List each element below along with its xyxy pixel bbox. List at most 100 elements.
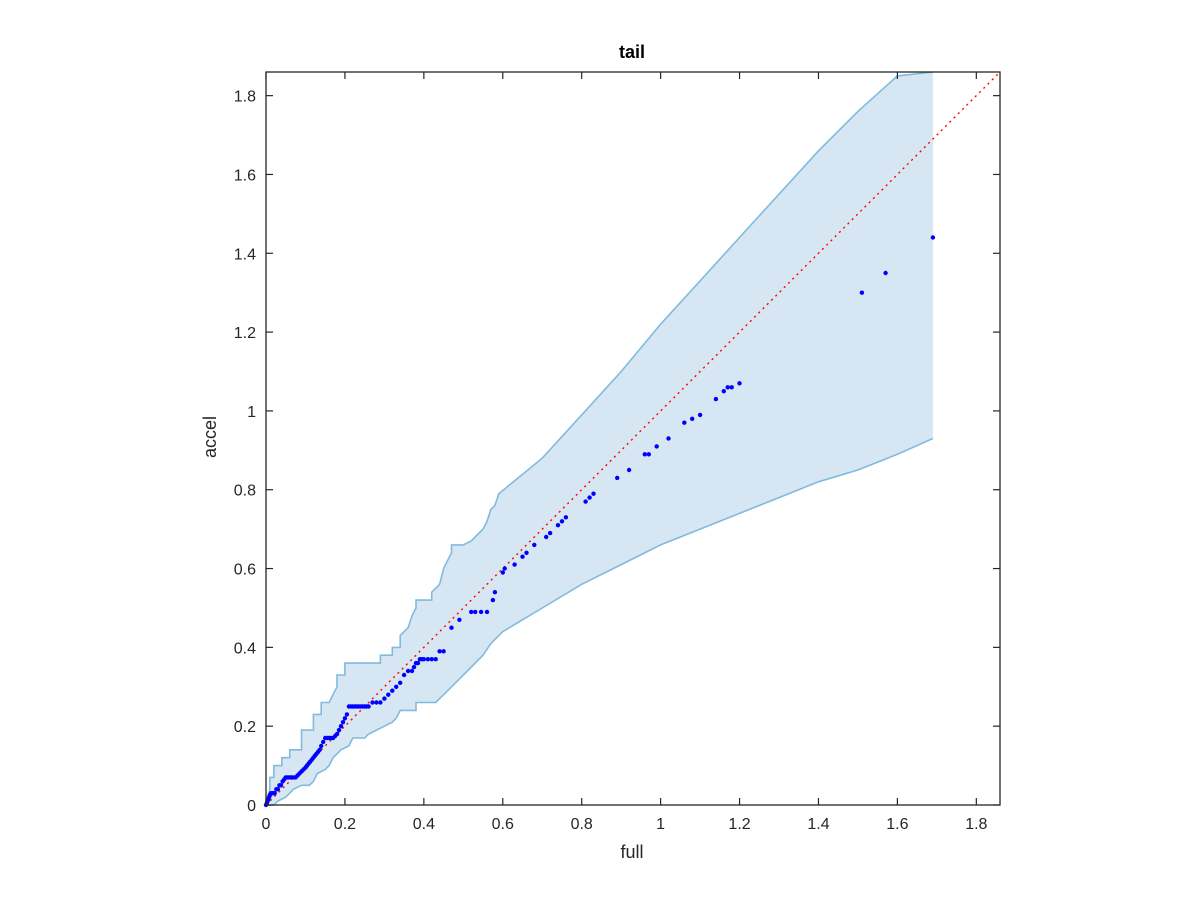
- y-tick-label: 0.8: [234, 483, 256, 500]
- data-point: [342, 716, 348, 721]
- data-point: [555, 523, 561, 528]
- data-point: [859, 290, 865, 295]
- y-axis-label: accel: [200, 416, 220, 458]
- band-lower-edge: [266, 437, 934, 806]
- data-point: [626, 467, 632, 473]
- axes-box: [265, 71, 1001, 806]
- x-tick-label: 1.2: [728, 816, 750, 833]
- data-point: [473, 609, 478, 615]
- y-tick-label: 0.4: [234, 640, 256, 657]
- data-point: [415, 660, 421, 666]
- confidence-band: [265, 71, 934, 806]
- data-point: [729, 385, 734, 390]
- data-point: [319, 743, 324, 749]
- data-point: [457, 617, 462, 622]
- data-point: [411, 664, 417, 670]
- x-tick-label: 0.6: [492, 816, 514, 833]
- data-point: [437, 649, 442, 654]
- data-point: [386, 692, 391, 697]
- data-point: [441, 649, 446, 654]
- data-point: [409, 668, 415, 674]
- data-point: [336, 727, 342, 733]
- data-point: [275, 787, 280, 792]
- data-point: [344, 712, 350, 717]
- data-point: [544, 534, 549, 540]
- x-tick-label: 0.8: [571, 816, 593, 833]
- data-point: [401, 672, 407, 678]
- data-point: [500, 570, 505, 575]
- chart-title: tail: [619, 42, 645, 62]
- data-point: [646, 452, 651, 457]
- data-point: [559, 519, 565, 524]
- data-point: [642, 452, 647, 457]
- data-point: [883, 270, 888, 276]
- data-point: [502, 566, 507, 571]
- data-point: [524, 550, 529, 555]
- data-point: [425, 657, 430, 662]
- data-point: [690, 416, 695, 421]
- data-point: [478, 609, 484, 615]
- data-point: [378, 700, 383, 705]
- data-point: [374, 700, 379, 705]
- y-tick-label: 1: [247, 404, 256, 421]
- reference-line-group: [265, 71, 1001, 806]
- data-point: [721, 389, 726, 394]
- data-point: [366, 704, 371, 709]
- data-point: [321, 739, 326, 745]
- data-point: [532, 542, 537, 548]
- data-point: [421, 657, 426, 662]
- data-point: [737, 381, 742, 386]
- data-point: [697, 412, 703, 418]
- data-point: [615, 475, 620, 481]
- data-point: [370, 700, 375, 705]
- data-point: [398, 680, 403, 685]
- data-point: [278, 783, 284, 788]
- data-point: [490, 597, 496, 603]
- y-tick-label: 1.6: [234, 167, 256, 184]
- reference-line: [265, 71, 1001, 806]
- data-point: [725, 385, 730, 390]
- data-point: [390, 688, 395, 693]
- y-tick-label: 0.6: [234, 562, 256, 579]
- data-point: [429, 657, 434, 662]
- y-tick-label: 0: [247, 798, 256, 815]
- data-point: [682, 420, 687, 425]
- data-point: [405, 668, 411, 674]
- data-point: [547, 530, 553, 536]
- data-point: [317, 747, 322, 752]
- data-point: [591, 491, 596, 496]
- x-tick-label: 0.2: [334, 816, 356, 833]
- data-point: [382, 696, 387, 701]
- data-point: [492, 590, 498, 595]
- data-point: [433, 657, 438, 662]
- data-point: [334, 731, 340, 737]
- y-tick-label: 0.2: [234, 719, 256, 736]
- band-fill: [266, 72, 933, 805]
- data-point: [666, 436, 671, 441]
- x-tick-label: 0.4: [413, 816, 435, 833]
- data-point: [930, 235, 936, 240]
- data-point: [338, 724, 344, 729]
- data-point: [587, 495, 592, 500]
- data-point: [563, 515, 569, 520]
- data-point: [394, 684, 399, 689]
- band-upper-edge: [265, 71, 933, 802]
- data-point: [512, 562, 517, 567]
- data-point: [449, 625, 454, 630]
- data-point: [272, 791, 277, 796]
- x-tick-label: 0: [262, 816, 271, 833]
- x-tick-label: 1.8: [965, 816, 987, 833]
- data-point: [484, 609, 490, 615]
- x-tick-label: 1.4: [807, 816, 829, 833]
- y-tick-label: 1.2: [234, 325, 256, 342]
- data-points: [263, 235, 936, 808]
- y-tick-label: 1.8: [234, 89, 256, 106]
- plot-area: 0 0.2 0.4 0.6 0.8 1 1.2 1.4 1.6 1.8 0 0.2 0.4 0.6 0.8 1…: [234, 71, 1001, 833]
- x-axis-label: full: [620, 842, 643, 862]
- x-tick-label: 1.6: [886, 816, 908, 833]
- data-point: [654, 444, 659, 449]
- data-point: [340, 720, 346, 725]
- data-point: [520, 554, 525, 559]
- data-point: [469, 609, 474, 615]
- ticks: 0 0.2 0.4 0.6 0.8 1 1.2 1.4 1.6 1.8 0 0.2 0.4 0.6 0.8 1…: [234, 72, 1000, 833]
